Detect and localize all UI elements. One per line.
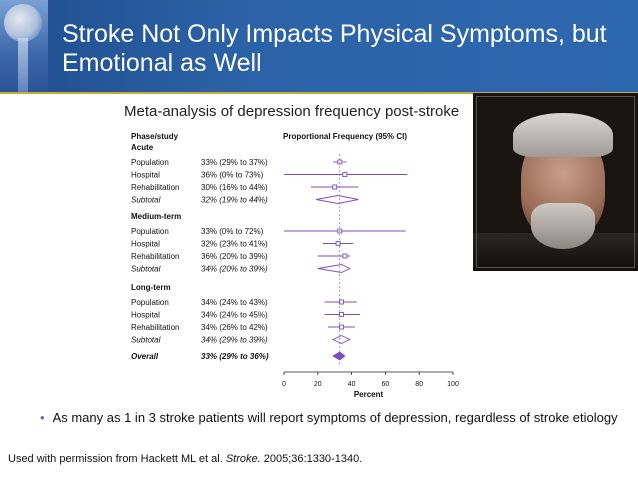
brain-graphic [0,0,48,92]
row-ci-text: 34% (29% to 39%) [201,336,268,345]
x-axis-label: Percent [354,390,384,399]
row-label: Population [131,227,169,236]
group-label: Acute [131,143,154,152]
row-ci-text: 34% (26% to 42%) [201,323,268,332]
row-ci-text: 30% (16% to 44%) [201,183,268,192]
overall-ci-text: 33% (29% to 36%) [201,352,269,361]
x-tick-label: 40 [348,381,356,388]
bullet-point: • As many as 1 in 3 stroke patients will … [40,410,618,425]
group-label: Medium-term [131,212,181,221]
x-tick-label: 20 [314,381,322,388]
row-ci-text: 34% (24% to 45%) [201,311,268,320]
spine-graphic [18,38,28,92]
row-ci-text: 34% (24% to 43%) [201,298,268,307]
point-estimate [339,324,344,330]
header-divider [0,92,638,94]
row-label: Rehabilitation [131,323,179,332]
subtotal-diamond [317,264,351,273]
row-label: Subtotal [131,196,161,205]
column-header-phase: Phase/study [131,132,179,141]
row-label: Population [131,158,169,167]
citation-suffix: 2005;36:1330-1340. [260,453,363,465]
row-label: Subtotal [131,336,161,345]
bullet-dot-icon: • [40,410,45,425]
row-ci-text: 32% (23% to 41%) [201,240,268,249]
row-label: Hospital [131,311,160,320]
point-estimate [342,253,348,259]
slide-header: Stroke Not Only Impacts Physical Symptom… [0,0,638,92]
column-header-frequency: Proportional Frequency (95% CI) [283,132,407,141]
photo-beard [531,203,595,249]
row-label: Rehabilitation [131,183,179,192]
group-label: Long-term [131,283,171,292]
bullet-text: As many as 1 in 3 stroke patients will r… [52,410,618,425]
overall-label: Overall [131,352,159,361]
overall-diamond [332,351,346,361]
row-ci-text: 32% (19% to 44%) [201,196,268,205]
row-label: Hospital [131,240,160,249]
citation-prefix: Used with permission from Hackett ML et … [8,453,226,465]
point-estimate [339,299,344,305]
slide-title: Stroke Not Only Impacts Physical Symptom… [62,20,622,78]
x-tick-label: 60 [382,381,390,388]
row-ci-text: 33% (29% to 37%) [201,158,268,167]
brain-orb-icon [4,4,42,42]
subtotal-diamond [331,335,351,344]
chart-title: Meta-analysis of depression frequency po… [124,103,460,120]
subtotal-diamond [316,195,359,204]
point-estimate [335,241,341,246]
slide-title-line1: Stroke Not Only Impacts Physical Symptom… [62,20,607,48]
row-label: Subtotal [131,265,161,274]
row-ci-text: 36% (0% to 73%) [201,171,264,180]
point-estimate [339,312,344,317]
x-tick-label: 80 [415,381,423,388]
photo-frame [476,96,635,268]
citation: Used with permission from Hackett ML et … [8,453,362,465]
patient-photo [473,93,638,271]
row-ci-text: 34% (20% to 39%) [201,265,268,274]
photo-hair [513,113,613,157]
row-label: Rehabilitation [131,252,179,261]
row-label: Hospital [131,171,160,180]
point-estimate [342,172,348,177]
x-tick-label: 100 [447,381,459,388]
slide-title-line2: Emotional as Well [62,49,262,77]
point-estimate [332,184,338,190]
x-tick-label: 0 [282,381,286,388]
citation-journal: Stroke. [225,453,261,465]
row-ci-text: 33% (0% to 72%) [201,227,264,236]
row-ci-text: 36% (20% to 39%) [201,252,268,261]
row-label: Population [131,298,169,307]
